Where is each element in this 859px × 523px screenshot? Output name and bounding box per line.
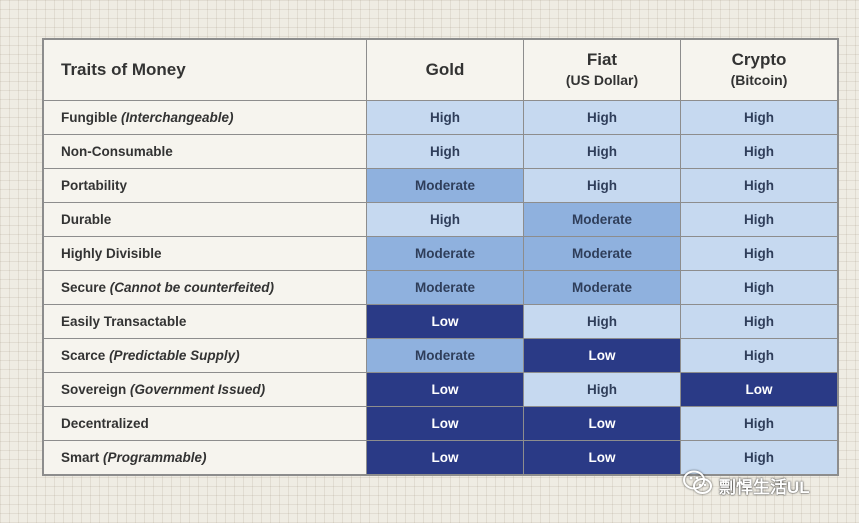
table-row: Decentralized Low Low High — [42, 406, 839, 441]
trait-cell: Secure (Cannot be counterfeited) — [42, 270, 367, 305]
watermark-text: 剽悍生活UL — [719, 478, 810, 497]
rating-cell-fiat: Moderate — [523, 202, 681, 237]
table-row: Easily Transactable Low High High — [42, 304, 839, 339]
table-body: Fungible (Interchangeable) High High High No… — [42, 100, 839, 476]
rating-cell-crypto: High — [680, 168, 839, 203]
header-fiat: Fiat (US Dollar) — [523, 38, 681, 101]
rating-cell-fiat: High — [523, 168, 681, 203]
table-row: Durable High Moderate High — [42, 202, 839, 237]
wechat-icon — [683, 470, 713, 501]
trait-cell: Portability — [42, 168, 367, 203]
rating-cell-crypto: High — [680, 202, 839, 237]
trait-cell: Easily Transactable — [42, 304, 367, 339]
trait-note: (Government Issued) — [130, 382, 266, 397]
rating-cell-gold: Moderate — [366, 236, 524, 271]
table-row: Highly Divisible Moderate Moderate High — [42, 236, 839, 271]
header-traits-title: Traits of Money — [61, 60, 186, 79]
rating-cell-crypto: High — [680, 134, 839, 169]
rating-cell-fiat: Moderate — [523, 270, 681, 305]
table-row: Portability Moderate High High — [42, 168, 839, 203]
header-fiat-title: Fiat — [586, 50, 618, 69]
rating-cell-gold: Moderate — [366, 270, 524, 305]
rating-cell-fiat: High — [523, 304, 681, 339]
trait-cell: Smart (Programmable) — [42, 440, 367, 476]
table-row: Smart (Programmable) Low Low High — [42, 440, 839, 476]
rating-cell-fiat: High — [523, 134, 681, 169]
rating-cell-crypto: High — [680, 270, 839, 305]
table-row: Scarce (Predictable Supply) Moderate Low Hi… — [42, 338, 839, 373]
trait-cell: Non-Consumable — [42, 134, 367, 169]
header-gold: Gold — [366, 38, 524, 101]
rating-cell-gold: Low — [366, 440, 524, 476]
rating-cell-crypto: High — [680, 304, 839, 339]
rating-cell-gold: Moderate — [366, 338, 524, 373]
header-crypto-title: Crypto — [731, 50, 787, 69]
rating-cell-gold: Low — [366, 304, 524, 339]
rating-cell-fiat: Low — [523, 406, 681, 441]
trait-name: Fungible — [61, 110, 118, 125]
trait-cell: Highly Divisible — [42, 236, 367, 271]
rating-cell-gold: Low — [366, 372, 524, 407]
rating-cell-crypto: High — [680, 338, 839, 373]
table-row: Fungible (Interchangeable) High High High — [42, 100, 839, 135]
header-fiat-subtitle: (US Dollar) — [565, 72, 639, 88]
trait-name: Non-Consumable — [61, 144, 173, 159]
header-crypto-subtitle: (Bitcoin) — [730, 72, 788, 88]
rating-cell-crypto: High — [680, 440, 839, 476]
traits-of-money-table: Traits of Money Gold Fiat (US Dollar) Cr… — [42, 38, 839, 476]
trait-name: Easily Transactable — [61, 314, 187, 329]
rating-cell-gold: High — [366, 100, 524, 135]
header-gold-title: Gold — [425, 60, 465, 79]
header-row: Traits of Money Gold Fiat (US Dollar) Cr… — [42, 38, 839, 101]
trait-note: (Interchangeable) — [121, 110, 234, 125]
trait-note: (Predictable Supply) — [109, 348, 240, 363]
rating-cell-gold: Low — [366, 406, 524, 441]
rating-cell-crypto: High — [680, 236, 839, 271]
trait-name: Smart — [61, 450, 100, 465]
trait-cell: Fungible (Interchangeable) — [42, 100, 367, 135]
trait-name: Highly Divisible — [61, 246, 162, 261]
trait-name: Secure — [61, 280, 107, 295]
header-crypto: Crypto (Bitcoin) — [680, 38, 839, 101]
rating-cell-fiat: Low — [523, 440, 681, 476]
rating-cell-fiat: Moderate — [523, 236, 681, 271]
trait-name: Portability — [61, 178, 128, 193]
trait-cell: Durable — [42, 202, 367, 237]
table-row: Non-Consumable High High High — [42, 134, 839, 169]
trait-cell: Scarce (Predictable Supply) — [42, 338, 367, 373]
trait-note: (Programmable) — [103, 450, 207, 465]
trait-name: Decentralized — [61, 416, 149, 431]
rating-cell-gold: High — [366, 134, 524, 169]
rating-cell-fiat: High — [523, 372, 681, 407]
rating-cell-gold: Moderate — [366, 168, 524, 203]
rating-cell-fiat: Low — [523, 338, 681, 373]
header-traits: Traits of Money — [42, 38, 367, 101]
trait-note: (Cannot be counterfeited) — [109, 280, 275, 295]
trait-name: Sovereign — [61, 382, 127, 397]
trait-cell: Sovereign (Government Issued) — [42, 372, 367, 407]
rating-cell-fiat: High — [523, 100, 681, 135]
trait-name: Scarce — [61, 348, 106, 363]
watermark: 剽悍生活UL — [683, 470, 810, 501]
trait-cell: Decentralized — [42, 406, 367, 441]
rating-cell-crypto: High — [680, 406, 839, 441]
table-row: Sovereign (Government Issued) Low High Low — [42, 372, 839, 407]
table-row: Secure (Cannot be counterfeited) Moderate… — [42, 270, 839, 305]
trait-name: Durable — [61, 212, 112, 227]
rating-cell-crypto: High — [680, 100, 839, 135]
rating-cell-crypto: Low — [680, 372, 839, 407]
rating-cell-gold: High — [366, 202, 524, 237]
